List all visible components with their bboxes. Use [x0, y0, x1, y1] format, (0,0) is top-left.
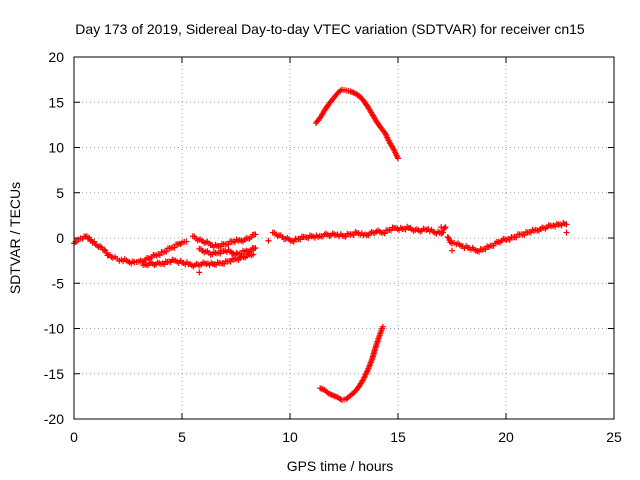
data-point	[439, 229, 446, 236]
data-point	[225, 241, 232, 248]
data-point	[563, 221, 570, 228]
y-tick-label: -15	[44, 366, 64, 382]
data-point	[101, 246, 108, 253]
data-point	[252, 244, 259, 251]
data-point	[441, 225, 448, 232]
data-point	[563, 229, 570, 236]
y-tick-label: 0	[56, 230, 64, 246]
y-tick-label: 5	[56, 185, 64, 201]
data-point	[163, 248, 170, 255]
data-point	[381, 230, 388, 237]
data-point	[252, 231, 259, 238]
y-tick-label: 15	[48, 94, 64, 110]
data-point	[183, 238, 190, 245]
y-axis-label: SDTVAR / TECUs	[7, 182, 23, 294]
data-point	[482, 246, 489, 253]
plot-frame	[73, 56, 615, 420]
x-tick-label: 20	[498, 429, 514, 445]
data-point	[438, 224, 445, 231]
data-point	[196, 269, 203, 276]
x-tick-label: 10	[282, 429, 298, 445]
data-points	[71, 86, 570, 403]
y-tick-label: -10	[44, 321, 64, 337]
data-point	[513, 234, 520, 241]
y-tick-label: 10	[48, 140, 64, 156]
x-tick-label: 0	[70, 429, 78, 445]
y-tick-label: 20	[48, 49, 64, 65]
x-tick-label: 25	[606, 429, 622, 445]
data-point	[250, 251, 257, 258]
data-point	[87, 236, 94, 243]
data-point	[444, 234, 451, 241]
data-point	[238, 250, 245, 257]
data-point	[395, 155, 401, 162]
data-point	[379, 323, 386, 330]
y-tick-label: -20	[44, 411, 64, 427]
data-point	[156, 252, 163, 259]
x-axis-label: GPS time / hours	[287, 458, 394, 474]
data-point	[251, 245, 257, 252]
x-tick-label: 15	[390, 429, 406, 445]
data-point	[449, 247, 455, 254]
tick-labels: 0 5 10 15 20 25 -20 -15 -10 -5 0 5 10 15 20	[44, 49, 622, 445]
y-tick-label: -5	[52, 275, 65, 291]
data-point	[171, 244, 178, 251]
x-tick-label: 5	[178, 429, 186, 445]
data-point	[265, 237, 272, 244]
chart-title: Day 173 of 2019, Sidereal Day-to-day VTE…	[75, 21, 585, 37]
